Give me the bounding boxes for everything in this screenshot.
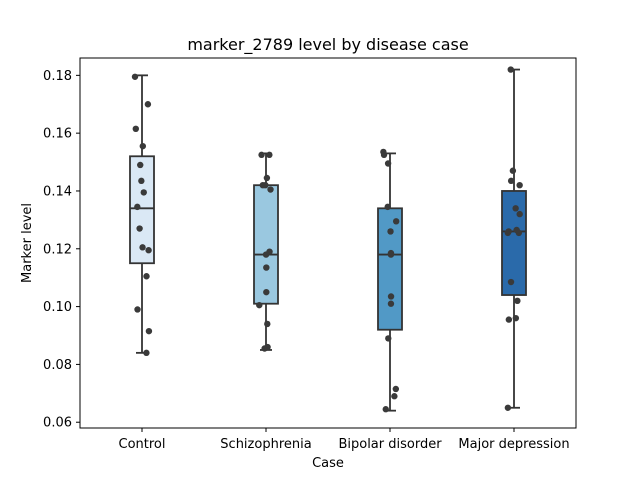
- box-schizophrenia: [253, 184, 279, 305]
- data-point: [387, 300, 395, 307]
- data-point: [387, 251, 395, 258]
- data-point: [505, 316, 513, 323]
- y-tick-label: 0.18: [43, 69, 72, 84]
- data-point: [138, 177, 145, 185]
- data-point: [131, 73, 139, 80]
- data-point: [387, 228, 394, 235]
- y-axis-title: Marker level: [20, 203, 35, 283]
- data-point: [380, 151, 388, 159]
- y-tick-label: 0.10: [43, 300, 72, 315]
- data-point: [132, 125, 140, 133]
- y-tick-label: 0.08: [43, 358, 72, 373]
- data-point: [382, 406, 389, 413]
- box-control: [129, 155, 155, 265]
- x-tick-label: Schizophrenia: [220, 437, 311, 452]
- data-point: [507, 177, 515, 185]
- data-point: [392, 385, 400, 393]
- data-point: [263, 264, 270, 271]
- data-point: [139, 142, 147, 150]
- data-point: [134, 306, 141, 313]
- data-point: [266, 151, 273, 159]
- data-point: [267, 186, 274, 193]
- data-point: [136, 225, 143, 232]
- data-point: [262, 251, 270, 258]
- data-point: [512, 205, 519, 212]
- x-tick-label: Control: [119, 437, 166, 452]
- x-tick-label: Bipolar disorder: [338, 437, 442, 452]
- x-tick-label: Major depression: [458, 437, 569, 452]
- y-tick-label: 0.12: [43, 242, 72, 257]
- data-point: [140, 189, 147, 196]
- data-point: [391, 393, 398, 400]
- x-axis-title: Case: [312, 456, 344, 471]
- data-point: [261, 345, 268, 352]
- data-point: [263, 174, 271, 182]
- data-point: [144, 101, 152, 108]
- data-point: [515, 229, 523, 237]
- data-point: [143, 273, 150, 280]
- data-point: [259, 181, 267, 189]
- plot-frame: [79, 57, 577, 429]
- data-point: [143, 349, 150, 357]
- box-bipolar-disorder: [377, 207, 403, 331]
- data-point: [385, 335, 392, 342]
- data-point: [514, 297, 521, 305]
- y-tick-label: 0.14: [43, 184, 72, 199]
- box-major-depression: [501, 190, 527, 296]
- data-point: [507, 278, 515, 286]
- data-point: [387, 293, 395, 300]
- data-point: [384, 203, 391, 211]
- data-point: [504, 229, 512, 237]
- data-point: [256, 301, 263, 309]
- data-point: [516, 181, 523, 189]
- data-point: [392, 218, 400, 225]
- chart-title: marker_2789 level by disease case: [187, 35, 468, 55]
- data-point: [137, 161, 144, 169]
- data-point: [264, 320, 271, 328]
- data-point: [145, 327, 153, 335]
- data-point: [139, 244, 146, 251]
- data-point: [507, 66, 514, 73]
- data-point: [145, 247, 152, 254]
- data-point: [516, 210, 523, 218]
- data-point: [263, 288, 270, 296]
- y-tick-label: 0.06: [43, 416, 72, 431]
- data-point: [504, 404, 512, 411]
- data-point: [512, 314, 520, 322]
- plot-area: 0.06 0.08 0.10 0.12 0.14 0.16 0.18 Control Schiz…: [43, 57, 577, 452]
- data-point: [384, 160, 392, 167]
- y-tick-label: 0.16: [43, 127, 72, 142]
- data-point: [134, 203, 141, 211]
- data-point: [509, 167, 517, 174]
- data-point: [258, 151, 265, 159]
